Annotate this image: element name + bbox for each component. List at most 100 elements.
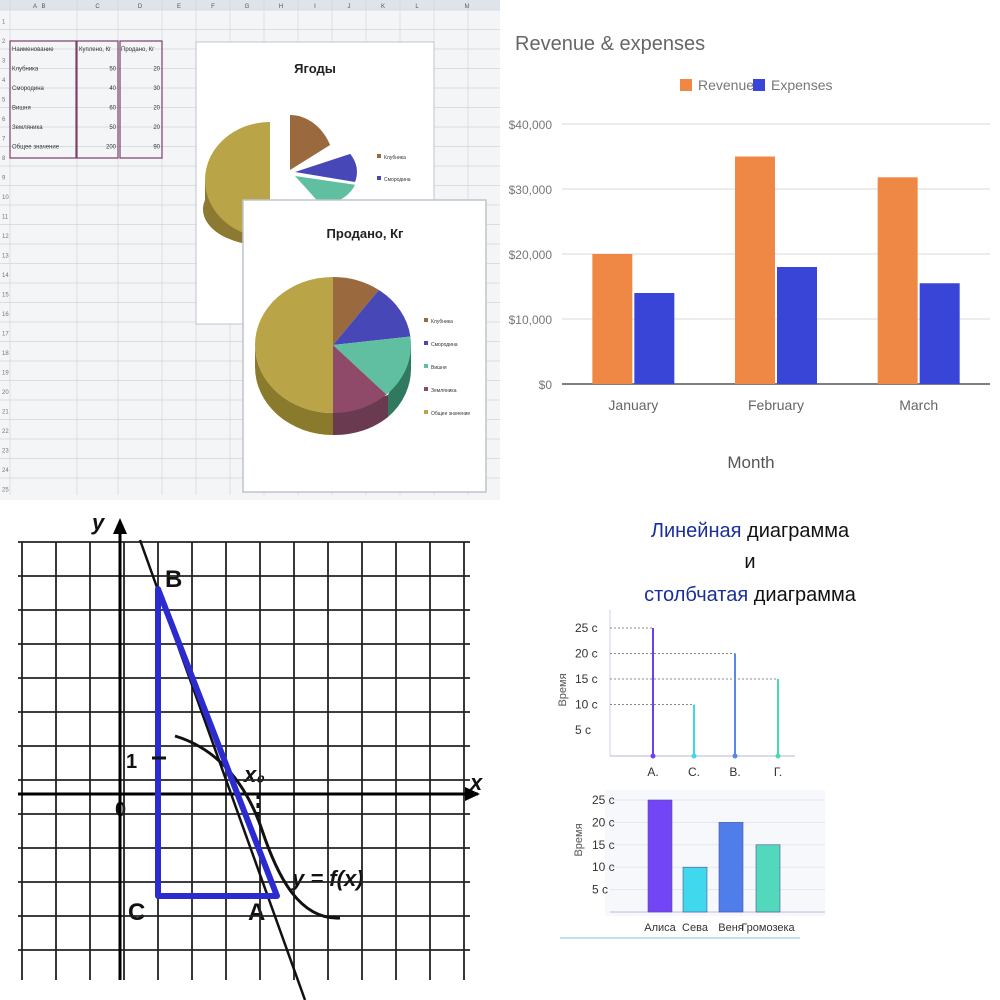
table-cell: 50 [109, 67, 116, 73]
bar [877, 177, 918, 384]
bar-chart-ytick: 10 с [592, 860, 615, 874]
y-tick-label: $30,000 [509, 183, 553, 197]
row-number: 20 [2, 390, 9, 396]
y-tick-label: $10,000 [509, 313, 553, 327]
column-letter: A [33, 4, 37, 10]
column-letter: M [465, 4, 470, 10]
line-chart-xtick: С. [688, 765, 700, 779]
bar-chart-ytick: 20 с [592, 815, 615, 829]
revenue-expenses-chart: Revenue & expenses Month $0 $10,000 $20,00… [509, 33, 990, 472]
y-tick-label: $20,000 [509, 248, 553, 262]
bar-chart-xtick: Громозека [741, 922, 795, 934]
chart1-legend-swatch [377, 176, 381, 180]
chart2-legend-label: Смородина [431, 342, 458, 348]
column-letter: I [314, 4, 316, 10]
bar-chart-ylabel: Время [573, 823, 585, 856]
revenue-chart-panel: Revenue & expenses Month $0 $10,000 $20,00… [500, 0, 1000, 500]
table-border [119, 40, 163, 159]
function-graph: y x 0 1 B C A x₀ y = f(x) [18, 510, 483, 1000]
column-letter: H [279, 4, 283, 10]
line-chart-point [775, 753, 781, 759]
row-number: 9 [2, 176, 6, 182]
bar-chart-xtick: Сева [682, 922, 709, 934]
line-chart-point [650, 753, 656, 759]
pie2-slice [333, 277, 379, 345]
table-cell: 90 [153, 145, 160, 151]
pie2-slice [333, 289, 411, 345]
row-number: 5 [2, 98, 6, 104]
column-letter: K [381, 4, 385, 10]
x-tick-label: February [748, 397, 804, 413]
point-b-label: B [165, 566, 182, 593]
bar [592, 254, 633, 384]
chart1-legend-label: Смородина [384, 177, 411, 183]
chart2-legend-swatch [424, 387, 428, 391]
chart1-title: Ягоды [294, 61, 336, 76]
unit-label: 1 [126, 751, 137, 773]
row-number: 10 [2, 195, 9, 201]
row-number: 7 [2, 137, 6, 143]
table-cell: Общее значение [12, 145, 60, 151]
x-tick-label: March [899, 397, 938, 413]
row-number: 19 [2, 371, 9, 377]
bar [777, 267, 817, 384]
line-chart-xtick: В. [729, 765, 740, 779]
column-letter: E [177, 4, 181, 10]
row-number: 6 [2, 117, 6, 123]
bar-chart-bar [755, 844, 781, 913]
bar-chart-xtick: Веня [718, 922, 744, 934]
y-tick-label: $40,000 [509, 118, 553, 132]
bar-chart-ytick: 5 с [592, 883, 608, 897]
column-letter: B [41, 4, 45, 10]
column-letter: L [415, 4, 419, 10]
bar-chart-bar [647, 799, 673, 913]
pie1-slice [295, 153, 357, 182]
column-header-bar [0, 0, 500, 10]
row-number: 15 [2, 293, 9, 299]
column-letter: J [348, 4, 351, 10]
pie2-slice [255, 277, 333, 413]
bar-chart-bar [718, 822, 744, 913]
y-axis-label: y [91, 510, 106, 535]
x-axis-label: Month [727, 453, 774, 472]
row-number: 25 [2, 488, 9, 494]
bar [919, 283, 960, 384]
row-number: 23 [2, 449, 9, 455]
point-c-label: C [128, 899, 145, 926]
table-cell: 60 [109, 106, 116, 112]
row-number: 12 [2, 234, 9, 240]
row-number: 2 [2, 39, 6, 45]
row-number: 11 [2, 215, 9, 221]
table-cell: 30 [153, 86, 160, 92]
table-cell: Смородина [12, 86, 45, 92]
chart1-legend-label: Клубника [384, 155, 406, 161]
pie2-slice [333, 336, 412, 395]
heading-line-1: Линейная диаграмма [500, 520, 1000, 543]
line-chart-xtick: Г. [774, 765, 782, 779]
row-number: 13 [2, 254, 9, 260]
pie1-slice [290, 115, 331, 170]
chart2-legend-swatch [424, 410, 428, 414]
table-cell: 20 [153, 106, 160, 112]
x-axis-arrow [465, 787, 480, 801]
row-number: 18 [2, 351, 9, 357]
table-header: Продано, Кг [121, 47, 155, 53]
legend-swatch [680, 79, 692, 91]
bar-chart-ytick: 15 с [592, 838, 615, 852]
heading-blue-3: столбчатая [644, 584, 749, 606]
line-chart-ytick: 5 с [575, 723, 591, 737]
chart1-legend-swatch [377, 154, 381, 158]
table-cell: 200 [106, 145, 117, 151]
table-header: Наименование [12, 47, 54, 53]
point-a-label: A [248, 899, 265, 926]
x-axis-label: x [469, 770, 483, 795]
table-cell: 20 [153, 125, 160, 131]
row-number: 1 [2, 20, 6, 26]
bar-chart-xtick: Алиса [644, 922, 676, 934]
row-number: 24 [2, 468, 9, 474]
table-header: Куплено, Кг [79, 47, 112, 53]
bar [735, 156, 775, 384]
bar-chart-bg [605, 790, 825, 916]
pie2-side [255, 345, 333, 435]
table-cell: 40 [109, 86, 116, 92]
